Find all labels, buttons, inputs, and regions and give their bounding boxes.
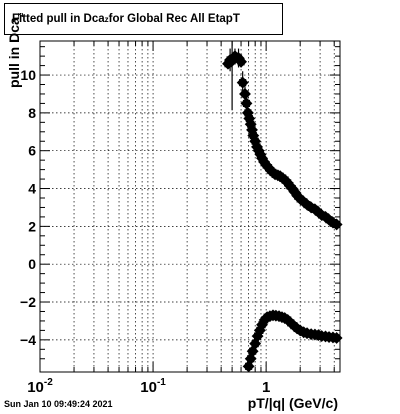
x-tick-label: 10-2 (27, 377, 53, 396)
data-point-core (333, 334, 341, 342)
data-point-core (228, 57, 236, 65)
data-point-core (251, 137, 259, 145)
chart-title-main: Fitted pull in Dca (12, 13, 105, 25)
data-point-core (256, 326, 264, 334)
data-point-core (237, 58, 245, 66)
y-tick-label: 8 (28, 105, 36, 121)
data-point-core (248, 126, 256, 134)
y-tick-label: 0 (28, 256, 36, 272)
y-tick-label: 6 (28, 143, 36, 159)
x-axis-label: pT/|q| (GeV/c) (247, 395, 338, 411)
y-tick-label: 10 (20, 67, 36, 83)
x-tick-label: 10-1 (140, 377, 166, 396)
chart-title-rest: for Global Rec All EtapT (108, 13, 240, 25)
data-point-core (241, 90, 249, 98)
data-point-core (303, 201, 311, 209)
grid-lines (39, 41, 340, 372)
data-point-core (288, 184, 296, 193)
data-point-core (251, 340, 259, 348)
axis-ticks: 10-2 10-1 1 −4 −2 0 2 4 6 8 10 (20, 41, 340, 396)
data-point-core (242, 99, 251, 107)
data-point-core (247, 355, 255, 363)
data-point-core (249, 132, 257, 140)
data-point-core (258, 321, 266, 329)
plot-frame (39, 40, 341, 373)
data-point-core (325, 216, 333, 224)
data-point-core (245, 114, 253, 123)
data-point-core (234, 54, 243, 62)
data-point-core (333, 220, 341, 229)
x-tick-label: 1 (262, 379, 270, 396)
data-point-core (245, 362, 253, 370)
y-tick-label: −2 (20, 294, 36, 310)
chart-title-box: Fitted pull in Dca z for Global Rec All E… (4, 3, 283, 35)
data-point-core (291, 188, 299, 196)
y-tick-label: 2 (28, 218, 36, 234)
chart-title-subscript: z (104, 14, 109, 24)
timestamp: Sun Jan 10 09:49:24 2021 (4, 399, 113, 409)
data-marks (222, 41, 343, 373)
data-point-core (254, 332, 262, 340)
y-tick-label: −4 (20, 332, 36, 348)
data-point-core (239, 79, 247, 87)
y-tick-label: 4 (28, 181, 36, 197)
data-point-core (244, 109, 252, 117)
data-point-core (249, 347, 257, 355)
y-axis-label: pull in Dcaz (6, 12, 25, 88)
data-point-core (247, 120, 255, 128)
